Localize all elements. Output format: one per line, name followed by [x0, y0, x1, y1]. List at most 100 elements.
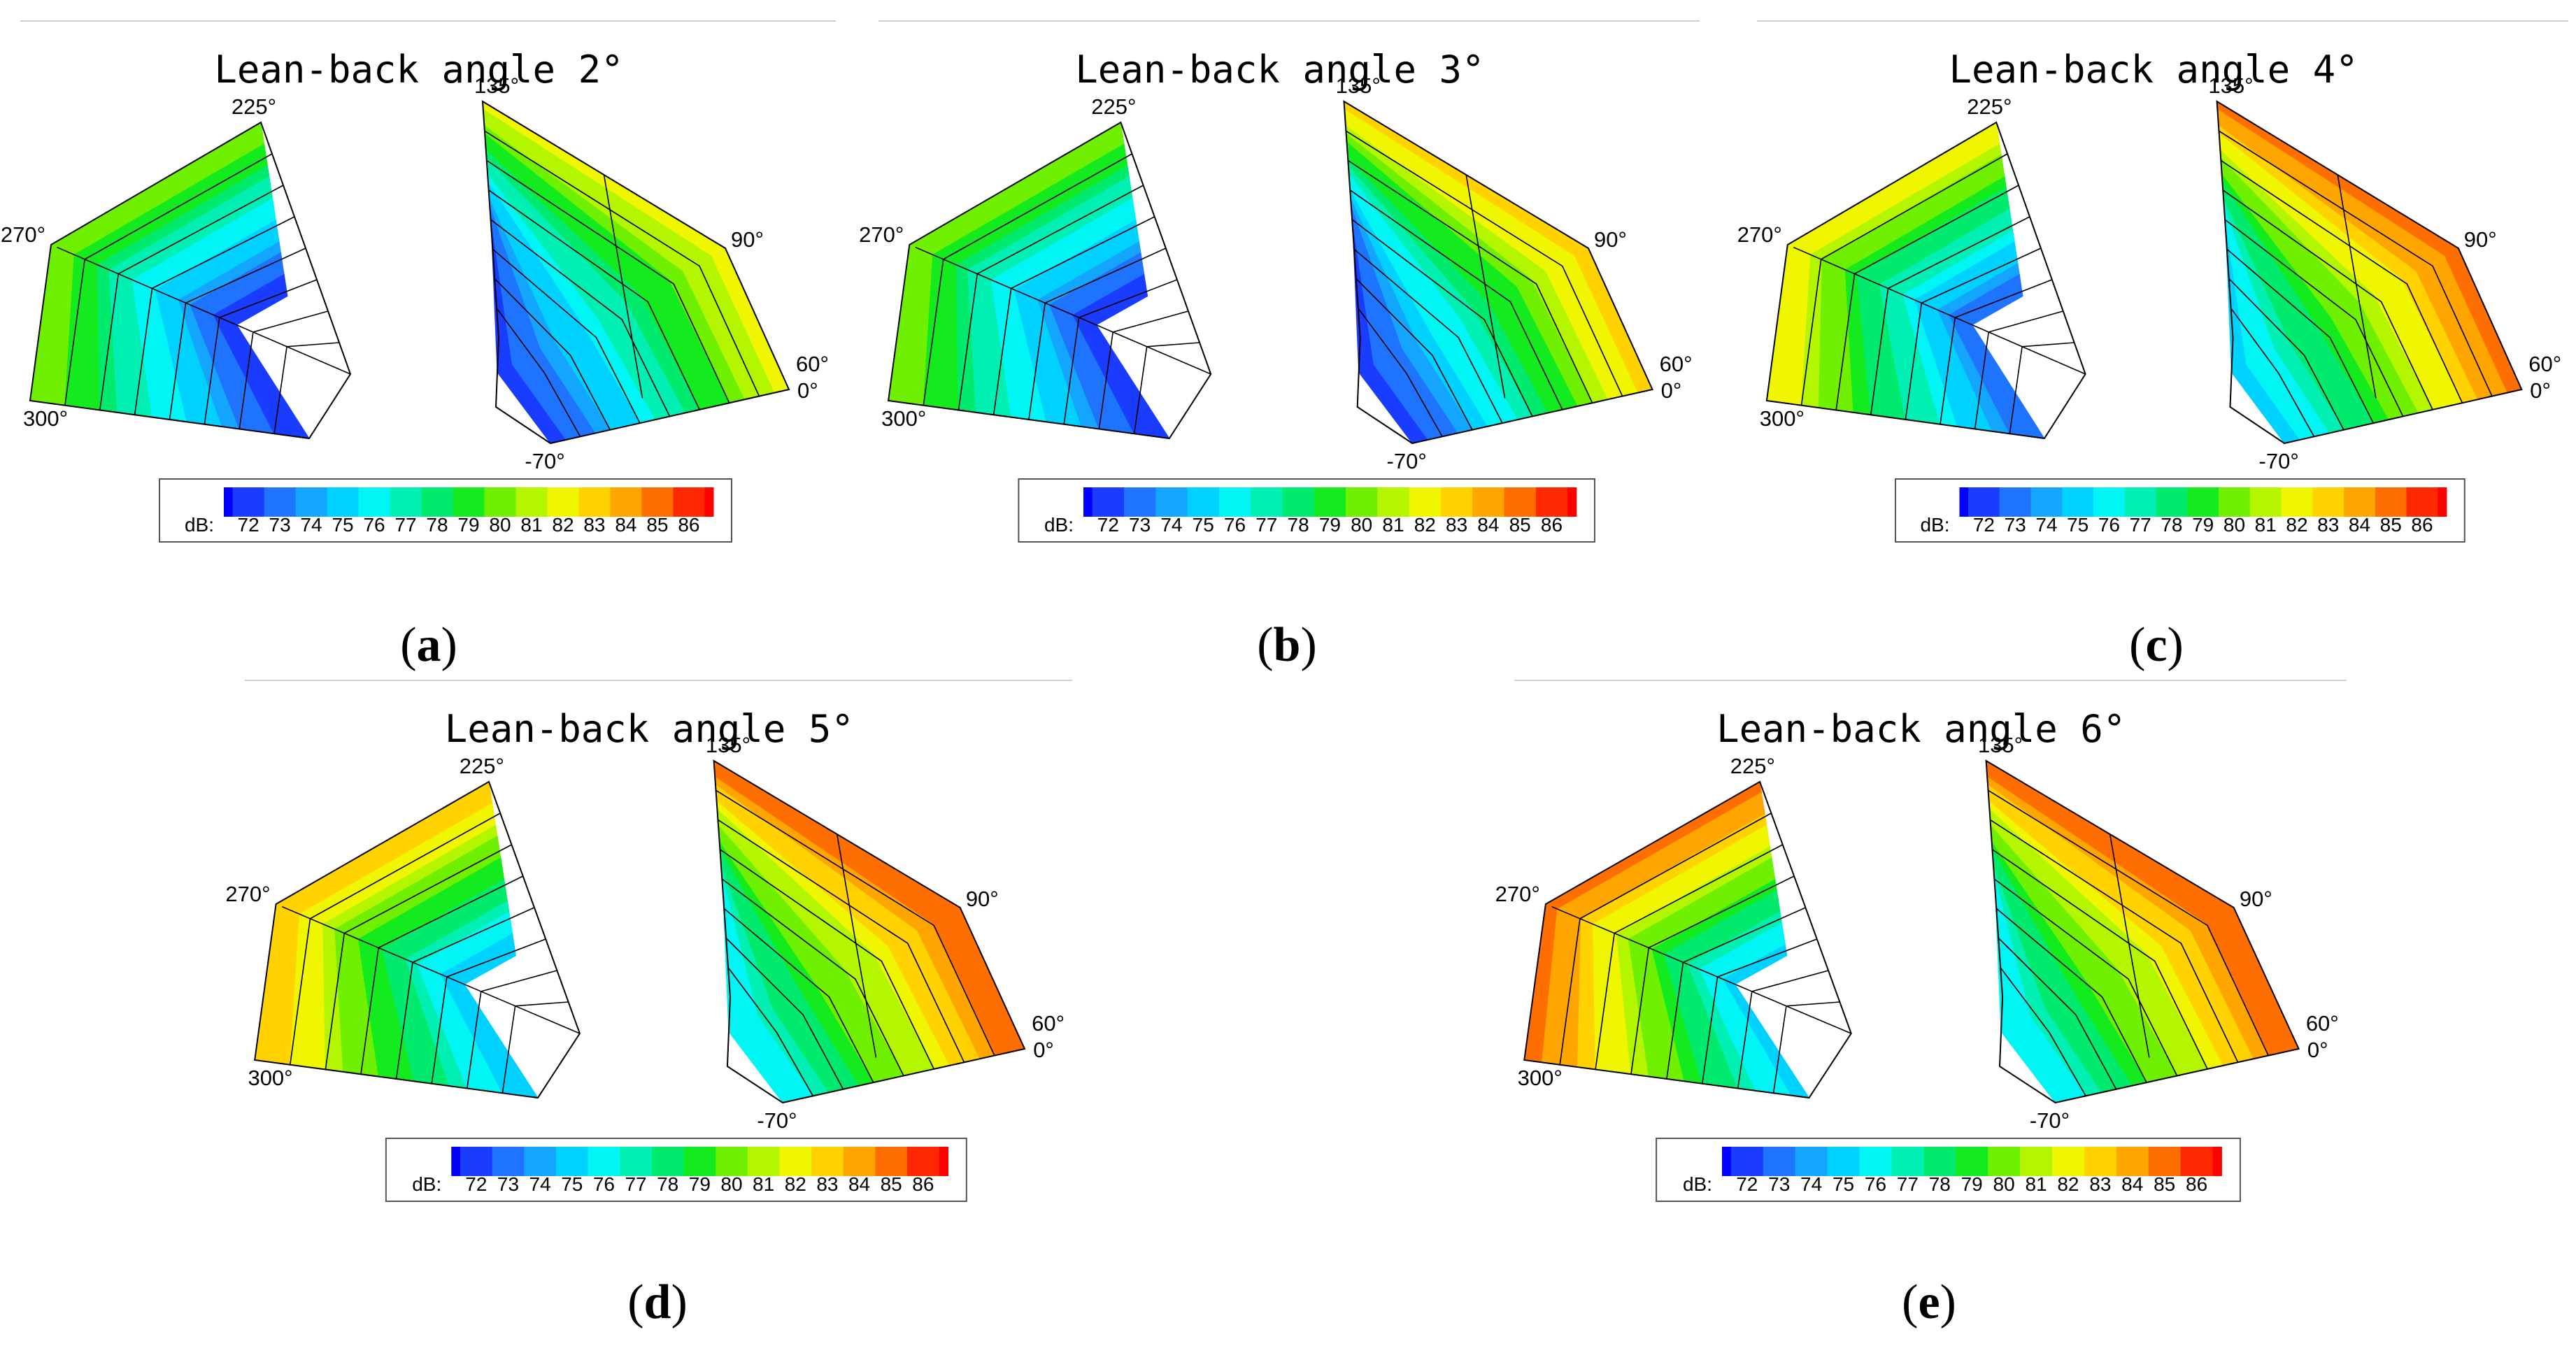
- left-outline: [254, 780, 581, 1099]
- angle-label: 225°: [1967, 94, 2012, 119]
- grid-line: [1351, 219, 1533, 417]
- colorbar-tick: 72: [1097, 514, 1119, 536]
- colorbar-tick: 73: [1129, 514, 1151, 536]
- colorbar-swatch: [1988, 1147, 2021, 1176]
- angle-label: 0°: [1033, 1038, 1054, 1062]
- grid-line: [727, 967, 813, 1096]
- colorbar-tick: 80: [489, 514, 511, 536]
- colorbar-swatch: [2116, 1147, 2149, 1176]
- colorbar-tick: 77: [394, 514, 416, 536]
- colorbar-swatch: [1123, 487, 1156, 517]
- colorbar-tick: 74: [529, 1173, 551, 1195]
- colorbar-tick: 78: [2161, 514, 2182, 536]
- colorbar-swatch: [1999, 487, 2032, 517]
- left-contour: [1523, 780, 1852, 1099]
- grid-line: [494, 278, 611, 431]
- angle-label: 0°: [2530, 378, 2551, 403]
- panel-title: Lean-back angle 2°: [214, 48, 623, 92]
- colorbar-tick: 75: [2067, 514, 2088, 536]
- angle-label: 60°: [2528, 352, 2561, 376]
- colorbar-tick: 86: [2186, 1173, 2207, 1195]
- grid-line: [2337, 174, 2377, 399]
- colorbar-unit: dB:: [185, 514, 214, 536]
- grid-line: [836, 833, 877, 1058]
- colorbar-tick: 76: [363, 514, 385, 536]
- colorbar-tick: 82: [1414, 514, 1436, 536]
- colorbar-tick: 75: [1833, 1173, 1854, 1195]
- right-outline: [2216, 100, 2523, 445]
- colorbar-tick: 85: [881, 1173, 902, 1195]
- colorbar-tick: 75: [561, 1173, 583, 1195]
- angle-label: 135°: [474, 73, 519, 98]
- colorbar-unit: dB:: [1683, 1173, 1712, 1195]
- angle-label: 270°: [1495, 882, 1540, 906]
- colorbar-swatch: [264, 487, 297, 517]
- angle-label: -70°: [2030, 1108, 2070, 1133]
- grid-line: [2219, 130, 2493, 396]
- panel-d: Lean-back angle 5° 225° 270° 300° 135° 90° 60°…: [225, 680, 1072, 1202]
- colorbar-tick: 77: [2130, 514, 2151, 536]
- colorbar-tick: 84: [2349, 514, 2370, 536]
- colorbar-tick: 83: [816, 1173, 838, 1195]
- colorbar-swatch: [811, 1147, 844, 1176]
- colorbar-swatch: [2020, 1147, 2053, 1176]
- colorbar-swatch: [492, 1147, 525, 1176]
- colorbar-swatch: [1956, 1147, 1988, 1176]
- grid-line: [1345, 130, 1623, 396]
- angle-label: 270°: [859, 222, 904, 247]
- grid-line: [915, 246, 1211, 375]
- grid-line: [603, 174, 643, 399]
- colorbar-legend: dB: 72 73 74 75 76 77 78 79 80 81 82 83 84 85 86: [1894, 478, 2465, 543]
- angle-label: 225°: [232, 94, 276, 119]
- colorbar-tick: 81: [520, 514, 542, 536]
- grid-line: [721, 878, 904, 1076]
- colorbar-swatch: [939, 1147, 948, 1176]
- colorbar-swatch: [451, 1147, 461, 1176]
- colorbar-tick: 73: [1768, 1173, 1790, 1195]
- angle-label: 0°: [2307, 1038, 2328, 1062]
- colorbar-swatch: [555, 1147, 589, 1176]
- angle-label: 90°: [1594, 227, 1627, 252]
- grid-line: [1990, 819, 2239, 1063]
- grid-line: [725, 937, 844, 1090]
- colorbar-swatch: [2281, 487, 2313, 517]
- colorbar-tick: 73: [269, 514, 291, 536]
- colorbar-tick: 74: [1800, 1173, 1822, 1195]
- colorbar-swatch: [453, 487, 485, 517]
- angle-label: 90°: [966, 887, 999, 911]
- angle-label: 225°: [460, 754, 504, 778]
- colorbar-tick: 78: [1929, 1173, 1951, 1195]
- right-contour: [1985, 759, 2300, 1104]
- panel-caption: (d): [627, 1275, 688, 1329]
- colorbar-tick: 78: [1288, 514, 1309, 536]
- left-contour: [1765, 121, 2086, 440]
- colorbar-tick: 76: [1865, 1173, 1886, 1195]
- colorbar-tick: 74: [2035, 514, 2057, 536]
- left-outline: [1765, 121, 2086, 440]
- angle-label: 300°: [23, 406, 68, 431]
- grid-line: [2000, 967, 2086, 1096]
- angle-label: 60°: [1660, 352, 1693, 376]
- colorbar-swatch: [1535, 487, 1568, 517]
- right-contour: [713, 759, 1026, 1104]
- colorbar-swatch: [295, 487, 328, 517]
- grid-line: [2109, 833, 2150, 1058]
- colorbar-tick: 86: [1541, 514, 1563, 536]
- angle-label: 135°: [1336, 73, 1381, 98]
- grid-line: [488, 189, 700, 410]
- angle-label: 135°: [706, 733, 750, 757]
- colorbar-swatch: [1763, 1147, 1796, 1176]
- colorbar-swatch: [651, 1147, 685, 1176]
- colorbar-swatch: [224, 487, 234, 517]
- right-contour: [2216, 100, 2523, 445]
- colorbar-swatch: [1314, 487, 1346, 517]
- grid-line: [719, 849, 935, 1070]
- grid-line: [1349, 189, 1563, 410]
- angle-label: 270°: [1737, 222, 1782, 247]
- angle-label: 225°: [1091, 94, 1136, 119]
- colorbar-swatch: [327, 487, 360, 517]
- left-contour: [29, 121, 352, 440]
- right-outline: [713, 759, 1026, 1104]
- colorbar-swatch: [1891, 1147, 1924, 1176]
